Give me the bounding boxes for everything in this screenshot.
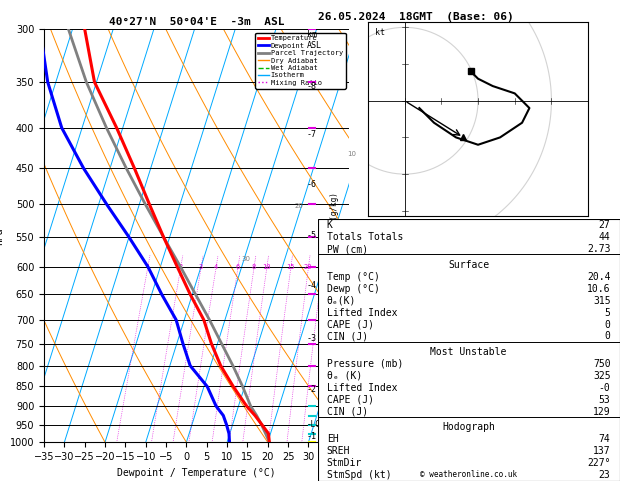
Text: 0: 0: [604, 319, 611, 330]
Text: -3: -3: [307, 333, 317, 343]
Text: 53: 53: [599, 395, 611, 405]
Text: 44: 44: [599, 232, 611, 243]
Text: 25: 25: [318, 264, 326, 270]
Text: Lifted Index: Lifted Index: [326, 382, 397, 393]
Text: 30: 30: [242, 256, 250, 262]
Text: 750: 750: [593, 359, 611, 369]
Text: Temp (°C): Temp (°C): [326, 272, 379, 282]
Text: km: km: [307, 30, 317, 39]
Text: -8: -8: [307, 83, 317, 91]
Text: 10: 10: [347, 151, 356, 156]
Text: -1: -1: [307, 432, 317, 441]
Text: -4: -4: [307, 281, 317, 290]
Text: 10: 10: [262, 264, 271, 270]
Text: CIN (J): CIN (J): [326, 331, 368, 342]
Text: EH: EH: [326, 434, 338, 444]
Text: θₑ(K): θₑ(K): [326, 295, 356, 306]
Legend: Temperature, Dewpoint, Parcel Trajectory, Dry Adiabat, Wet Adiabat, Isotherm, Mi: Temperature, Dewpoint, Parcel Trajectory…: [255, 33, 345, 88]
Text: 20.4: 20.4: [587, 272, 611, 282]
Text: StmDir: StmDir: [326, 458, 362, 468]
Text: SREH: SREH: [326, 446, 350, 456]
X-axis label: Dewpoint / Temperature (°C): Dewpoint / Temperature (°C): [117, 468, 276, 478]
Text: 129: 129: [593, 407, 611, 417]
Text: Pressure (mb): Pressure (mb): [326, 359, 403, 369]
Text: 137: 137: [593, 446, 611, 456]
Text: 325: 325: [593, 371, 611, 381]
Text: -7: -7: [307, 130, 317, 139]
Text: 20: 20: [304, 264, 313, 270]
Text: -0: -0: [599, 382, 611, 393]
Text: 2.73: 2.73: [587, 244, 611, 254]
Text: 1: 1: [145, 264, 150, 270]
Text: 2: 2: [178, 264, 182, 270]
Text: 0: 0: [604, 331, 611, 342]
Title: 40°27'N  50°04'E  -3m  ASL: 40°27'N 50°04'E -3m ASL: [109, 17, 284, 27]
Text: 15: 15: [286, 264, 295, 270]
Text: Totals Totals: Totals Totals: [326, 232, 403, 243]
Text: 23: 23: [599, 470, 611, 480]
Text: CIN (J): CIN (J): [326, 407, 368, 417]
Text: θₑ (K): θₑ (K): [326, 371, 362, 381]
Text: 227°: 227°: [587, 458, 611, 468]
Text: 8: 8: [252, 264, 256, 270]
Text: 3: 3: [199, 264, 203, 270]
Text: 26.05.2024  18GMT  (Base: 06): 26.05.2024 18GMT (Base: 06): [318, 12, 513, 22]
Text: 5: 5: [604, 308, 611, 317]
Text: 4: 4: [214, 264, 218, 270]
Text: CAPE (J): CAPE (J): [326, 395, 374, 405]
Text: 10.6: 10.6: [587, 284, 611, 294]
Text: -2: -2: [307, 385, 317, 394]
Text: K: K: [326, 221, 333, 230]
Text: 27: 27: [599, 221, 611, 230]
Text: Mixing Ratio (g/kg): Mixing Ratio (g/kg): [330, 192, 339, 279]
Text: 20: 20: [294, 204, 303, 209]
Text: © weatheronline.co.uk: © weatheronline.co.uk: [420, 469, 517, 479]
Text: -6: -6: [307, 180, 317, 189]
Text: 315: 315: [593, 295, 611, 306]
Text: ASL: ASL: [307, 41, 322, 51]
Text: Lifted Index: Lifted Index: [326, 308, 397, 317]
Text: Surface: Surface: [448, 260, 489, 270]
Text: Most Unstable: Most Unstable: [430, 347, 507, 357]
Y-axis label: hPa: hPa: [0, 227, 4, 244]
Text: -LCL: -LCL: [307, 420, 325, 429]
Text: -5: -5: [307, 231, 317, 241]
Text: Dewp (°C): Dewp (°C): [326, 284, 379, 294]
Text: 6: 6: [236, 264, 240, 270]
Text: 74: 74: [599, 434, 611, 444]
Text: Hodograph: Hodograph: [442, 422, 495, 432]
Text: StmSpd (kt): StmSpd (kt): [326, 470, 391, 480]
Text: PW (cm): PW (cm): [326, 244, 368, 254]
Text: CAPE (J): CAPE (J): [326, 319, 374, 330]
Text: kt: kt: [376, 28, 386, 36]
